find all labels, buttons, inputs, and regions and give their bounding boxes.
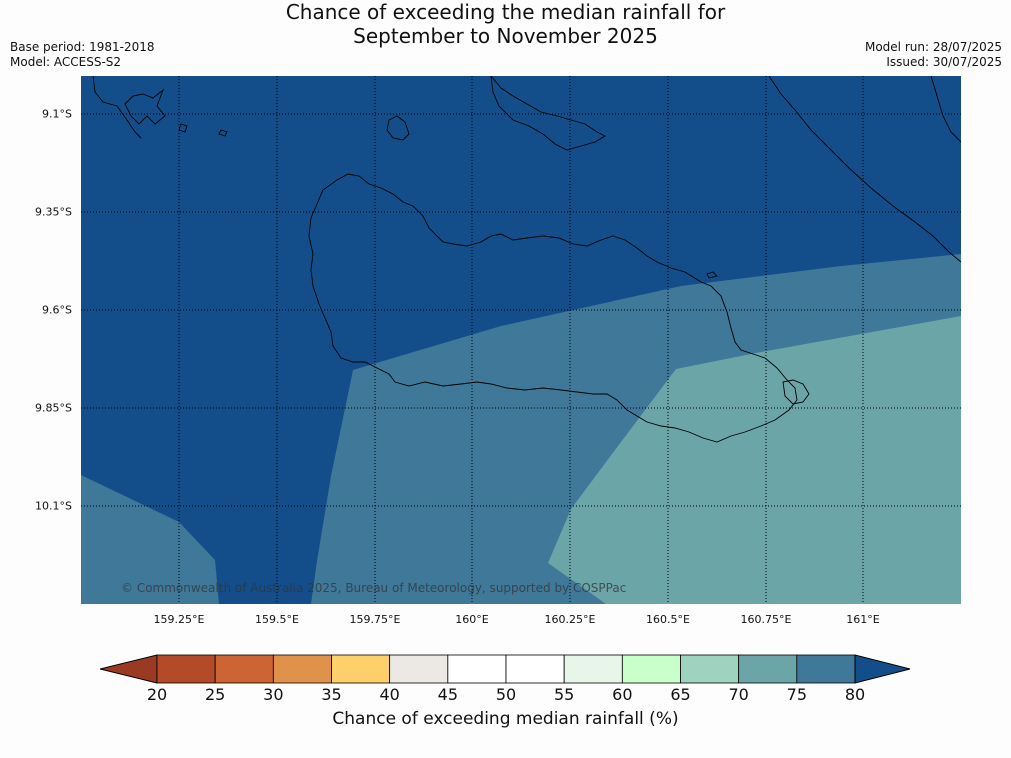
colorbar-cell <box>272 654 332 684</box>
colorbar <box>100 654 911 684</box>
issued-date: Issued: 30/07/2025 <box>886 55 1002 69</box>
guadalcanal-coastline <box>308 173 798 443</box>
nggela-coastline <box>490 76 606 151</box>
lon-label: 160.75°E <box>740 613 792 626</box>
lat-label: 9.85°S <box>35 401 72 415</box>
metadata-left: Base period: 1981-2018 Model: ACCESS-S2 <box>10 40 155 70</box>
zone-70-75 <box>548 316 961 604</box>
colorbar-tick-label: 75 <box>786 685 808 704</box>
lat-label: 9.1°S <box>42 107 72 121</box>
coastlines <box>92 76 961 443</box>
lon-label: 159.5°E <box>255 613 299 626</box>
zone-75-80-west <box>81 475 219 604</box>
lat-label: 9.6°S <box>42 303 72 317</box>
title-line-1: Chance of exceeding the median rainfall … <box>285 0 726 24</box>
colorbar-label: Chance of exceeding median rainfall (%) <box>332 709 679 729</box>
colorbar-cell <box>214 654 274 684</box>
colorbar-tick-label: 60 <box>612 685 633 704</box>
lon-label: 160.5°E <box>646 613 690 626</box>
lat-label: 9.35°S <box>35 205 72 219</box>
chart-title: Chance of exceeding the median rainfall … <box>0 0 1011 48</box>
colorbar-cell <box>680 654 740 684</box>
malaita-coastline <box>768 76 961 263</box>
colorbar-tick-label: 30 <box>263 685 284 704</box>
colorbar-cell <box>505 654 565 684</box>
coast-northeast-shore <box>930 76 961 143</box>
lon-label: 161°E <box>846 613 880 626</box>
colorbar-tick-label: 80 <box>844 685 866 704</box>
islet-central <box>706 271 718 279</box>
colorbar-under-arrow <box>100 654 158 684</box>
colorbar-cell <box>156 654 216 684</box>
island-north-small <box>386 115 410 141</box>
lon-label: 160.25°E <box>544 613 596 626</box>
east-cape-islets <box>782 379 810 405</box>
colorbar-cell <box>621 654 681 684</box>
colorbar-tick-label: 25 <box>204 685 226 704</box>
colorbar-cell <box>389 654 449 684</box>
colorbar-cells <box>156 654 856 684</box>
model-run-date: Model run: 28/07/2025 <box>864 40 1002 54</box>
colorbar-tick-label: 55 <box>553 685 575 704</box>
colorbar-cell <box>563 654 623 684</box>
rainfall-map: © Commonwealth of Australia 2025, Bureau… <box>81 76 961 604</box>
colorbar-tick-label: 40 <box>379 685 400 704</box>
metadata-right: Model run: 28/07/2025 Issued: 30/07/2025 <box>865 40 1002 70</box>
colorbar-cell <box>796 654 856 684</box>
colorbar-cell <box>738 654 798 684</box>
model-name: Model: ACCESS-S2 <box>10 55 122 69</box>
islet-north <box>178 123 188 133</box>
colorbar-tick-label: 70 <box>728 685 749 704</box>
copyright-notice: © Commonwealth of Australia 2025, Bureau… <box>121 581 626 595</box>
lon-label: 159.25°E <box>153 613 205 626</box>
colorbar-over-arrow <box>854 654 911 684</box>
colorbar-tick-label: 35 <box>321 685 342 704</box>
lat-label: 10.1°S <box>35 499 72 513</box>
lon-label: 160°E <box>455 613 489 626</box>
colorbar-tick-label: 50 <box>495 685 517 704</box>
graticule <box>81 76 961 604</box>
colorbar-cell <box>447 654 507 684</box>
colorbar-tick-label: 65 <box>670 685 691 704</box>
colorbar-cell <box>331 654 391 684</box>
colorbar-tick-label: 20 <box>146 685 168 704</box>
title-line-2: September to November 2025 <box>353 24 658 48</box>
colorbar-tick-label: 45 <box>437 685 459 704</box>
base-period: Base period: 1981-2018 <box>10 40 155 54</box>
lon-label: 159.75°E <box>349 613 401 626</box>
island-northwest <box>124 88 166 125</box>
coast-northwest-line <box>92 76 142 139</box>
islet-north-2 <box>218 129 228 137</box>
